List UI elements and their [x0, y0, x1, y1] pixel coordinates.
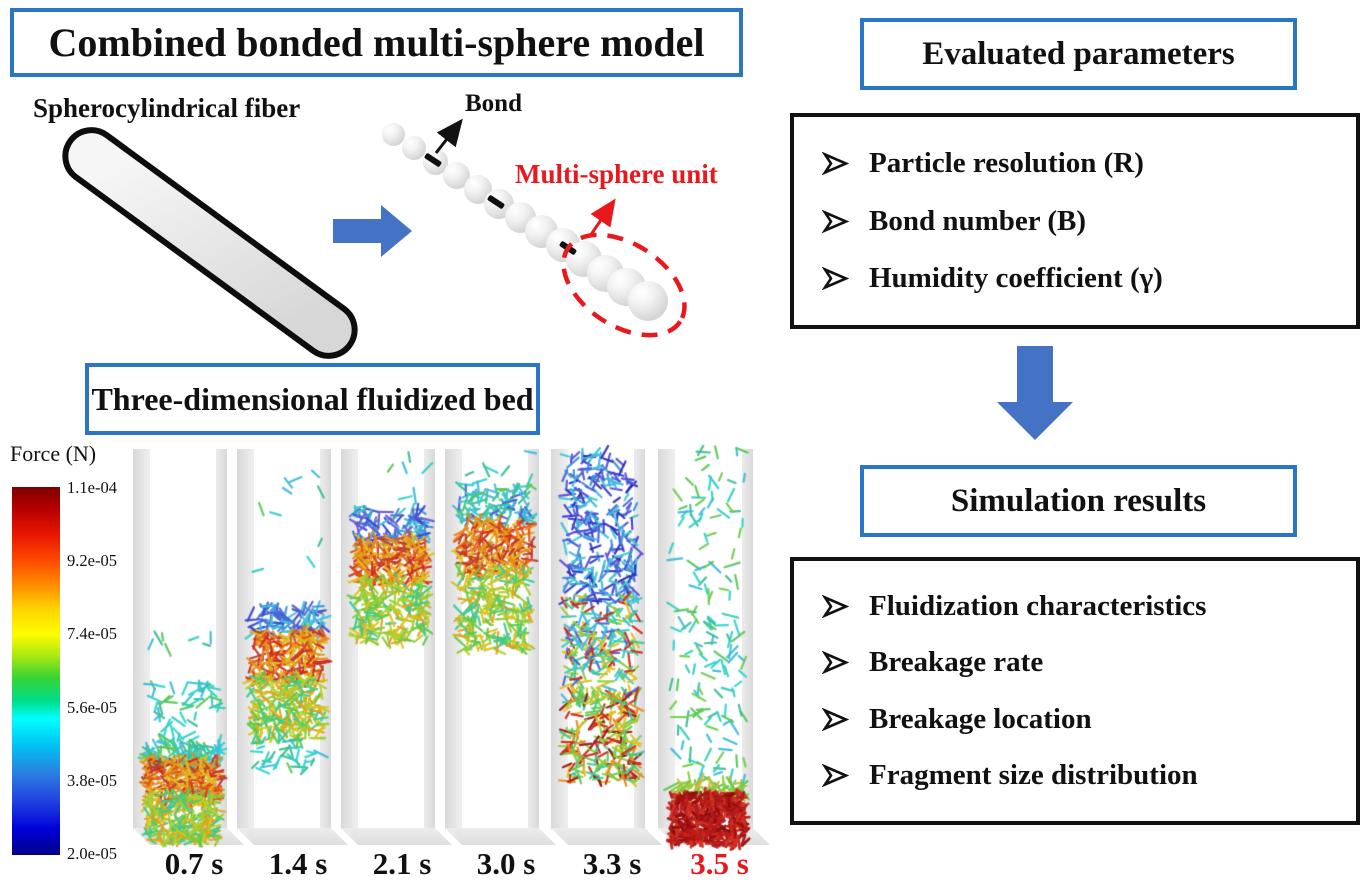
simulation-results-title: Simulation results: [950, 482, 1207, 519]
result-item: Breakage location: [822, 703, 1346, 736]
colorbar-tick: 9.2e-05: [67, 551, 117, 571]
snapshot-time-label: 3.3 s: [582, 846, 642, 881]
evaluated-parameters-title-box: Evaluated parameters: [860, 18, 1297, 90]
model-section-title-box: Combined bonded multi-sphere model: [10, 8, 743, 77]
arrow-bullet-icon: [822, 651, 849, 675]
fluidized-bed-title: Three-dimensional fluidized bed: [91, 380, 534, 417]
arrow-bullet-icon: [822, 152, 849, 176]
bond-annotation-arrow: [434, 118, 463, 154]
model-section-title: Combined bonded multi-sphere model: [48, 20, 705, 65]
evaluated-parameters-list-box: Particle resolution (R) Bond number (B) Hu…: [790, 113, 1360, 329]
snapshot-time-label: 2.1 s: [372, 846, 432, 881]
spherocylindrical-fiber-shape: [50, 115, 370, 371]
arrow-bullet-icon: [822, 707, 849, 731]
evaluated-parameters-title: Evaluated parameters: [922, 35, 1235, 72]
simulation-results-list-box: Fluidization characteristics Breakage rat…: [790, 557, 1360, 825]
colorbar-tick: 2.0e-05: [67, 844, 117, 863]
transform-right-arrow-icon: [333, 205, 412, 257]
parameter-item-label: Humidity coefficient (γ): [869, 261, 1163, 294]
snapshot-time-label: 3.5 s: [690, 846, 749, 881]
fiber-particles-layer: [120, 440, 780, 865]
colorbar-tick: 5.6e-05: [67, 697, 117, 717]
colorbar-tick: 3.8e-05: [67, 770, 117, 790]
chain-sphere: [381, 122, 405, 146]
multi-sphere-unit-label: Multi-sphere unit: [515, 159, 718, 189]
result-item: Fluidization characteristics: [822, 590, 1346, 623]
result-item: Fragment size distribution: [822, 759, 1346, 792]
parameter-item: Humidity coefficient (γ): [822, 262, 1346, 295]
fluidized-bed-title-box: Three-dimensional fluidized bed: [85, 363, 540, 435]
parameter-item: Particle resolution (R): [822, 147, 1346, 180]
colorbar-tick: 7.4e-05: [67, 624, 117, 644]
result-item-label: Fluidization characteristics: [869, 590, 1207, 623]
result-item-label: Fragment size distribution: [869, 758, 1198, 791]
chain-sphere: [402, 135, 427, 161]
result-item-label: Breakage rate: [869, 646, 1044, 679]
snapshot-time-label: 3.0 s: [476, 846, 536, 881]
parameter-item: Bond number (B): [822, 205, 1346, 238]
result-item: Breakage rate: [822, 646, 1346, 679]
arrow-bullet-icon: [822, 266, 849, 290]
unit-annotation-arrow: [588, 198, 616, 237]
result-item-label: Breakage location: [869, 702, 1092, 735]
flow-down-arrow-icon: [997, 346, 1073, 440]
snapshot-time-label: 0.7 s: [164, 846, 224, 881]
force-colorbar: [12, 487, 60, 855]
colorbar-title: Force (N): [10, 441, 97, 466]
fiber-label: Spherocylindrical fiber: [33, 93, 301, 123]
simulation-results-title-box: Simulation results: [860, 465, 1297, 537]
arrow-bullet-icon: [822, 209, 849, 233]
chain-sphere: [628, 281, 668, 321]
colorbar-tick: 1.1e-04: [67, 478, 117, 497]
arrow-bullet-icon: [822, 763, 849, 787]
snapshot-time-label: 1.4 s: [268, 846, 328, 881]
arrow-bullet-icon: [822, 595, 849, 619]
parameter-item-label: Bond number (B): [869, 204, 1087, 237]
parameter-item-label: Particle resolution (R): [869, 147, 1144, 180]
bond-label: Bond: [465, 90, 522, 117]
